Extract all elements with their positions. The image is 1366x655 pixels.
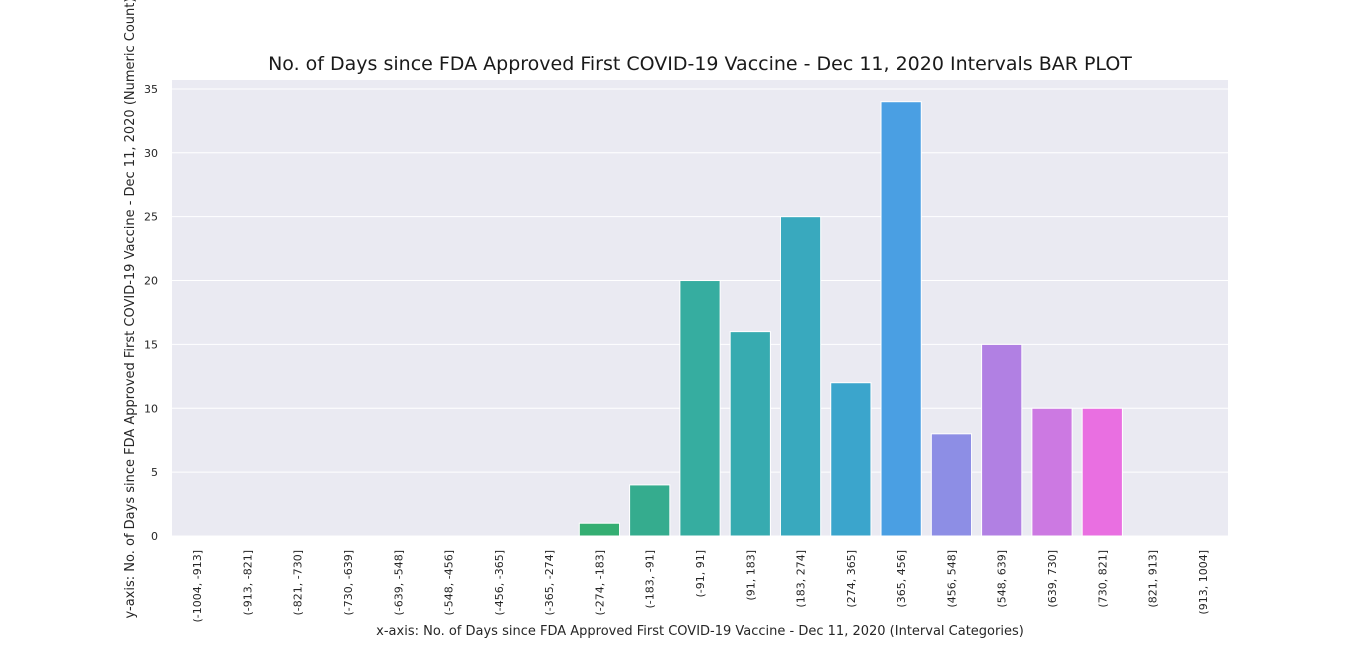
x-tick-label: (91, 183]	[744, 550, 757, 601]
y-tick-label: 20	[144, 275, 158, 288]
bar	[679, 280, 721, 537]
x-tick-label: (-913, -821]	[241, 550, 254, 616]
chart-title: No. of Days since FDA Approved First COV…	[268, 53, 1132, 75]
x-tick-label: (-91, 91]	[694, 550, 707, 598]
bar	[830, 382, 872, 537]
y-tick-label: 10	[144, 402, 158, 415]
x-tick-label: (-365, -274]	[543, 550, 556, 616]
x-tick-label: (639, 730]	[1046, 550, 1059, 608]
x-tick-label: (-274, -183]	[593, 550, 606, 616]
y-tick-label: 15	[144, 338, 158, 351]
y-tick-label: 25	[144, 211, 158, 224]
bar	[1031, 407, 1073, 537]
x-tick-label: (-821, -730]	[292, 550, 305, 616]
bar	[578, 522, 621, 537]
x-tick-label: (730, 821]	[1096, 550, 1109, 608]
x-tick-label: (-639, -548]	[392, 550, 405, 616]
y-tick-label: 30	[144, 147, 158, 160]
x-tick-label: (-456, -365]	[493, 550, 506, 616]
x-tick-label: (-1004, -913]	[191, 550, 204, 623]
x-tick-label: (274, 365]	[845, 550, 858, 608]
x-tick-label: (821, 913]	[1147, 550, 1160, 608]
x-tick-label: (-730, -639]	[342, 550, 355, 616]
bar	[1081, 407, 1123, 537]
x-tick-label: (913, 1004]	[1197, 550, 1210, 615]
x-tick-label: (365, 456]	[895, 550, 908, 608]
x-tick-label: (-183, -91]	[644, 550, 657, 609]
bar	[981, 343, 1023, 537]
x-tick-label: (183, 274]	[795, 550, 808, 608]
bar	[930, 433, 973, 537]
bars	[578, 101, 1123, 537]
x-tick-label: (548, 639]	[996, 550, 1009, 608]
y-tick-label: 5	[151, 466, 158, 479]
y-tick-label: 0	[151, 530, 158, 543]
x-axis-label: x-axis: No. of Days since FDA Approved F…	[376, 624, 1024, 639]
bar	[779, 216, 822, 537]
y-tick-label: 35	[144, 83, 158, 96]
y-tick-labels: 0 5 10 15 20 25 30 35	[144, 83, 158, 543]
x-tick-label: (456, 548]	[945, 550, 958, 608]
x-tick-label: (-548, -456]	[443, 550, 456, 616]
x-tick-labels: (-1004, -913] (-913, -821] (-821, -730] (-7…	[191, 550, 1210, 623]
bar	[880, 101, 922, 537]
bar	[729, 331, 771, 537]
bar	[629, 484, 671, 537]
y-axis-label: y-axis: No. of Days since FDA Approved F…	[123, 0, 138, 618]
